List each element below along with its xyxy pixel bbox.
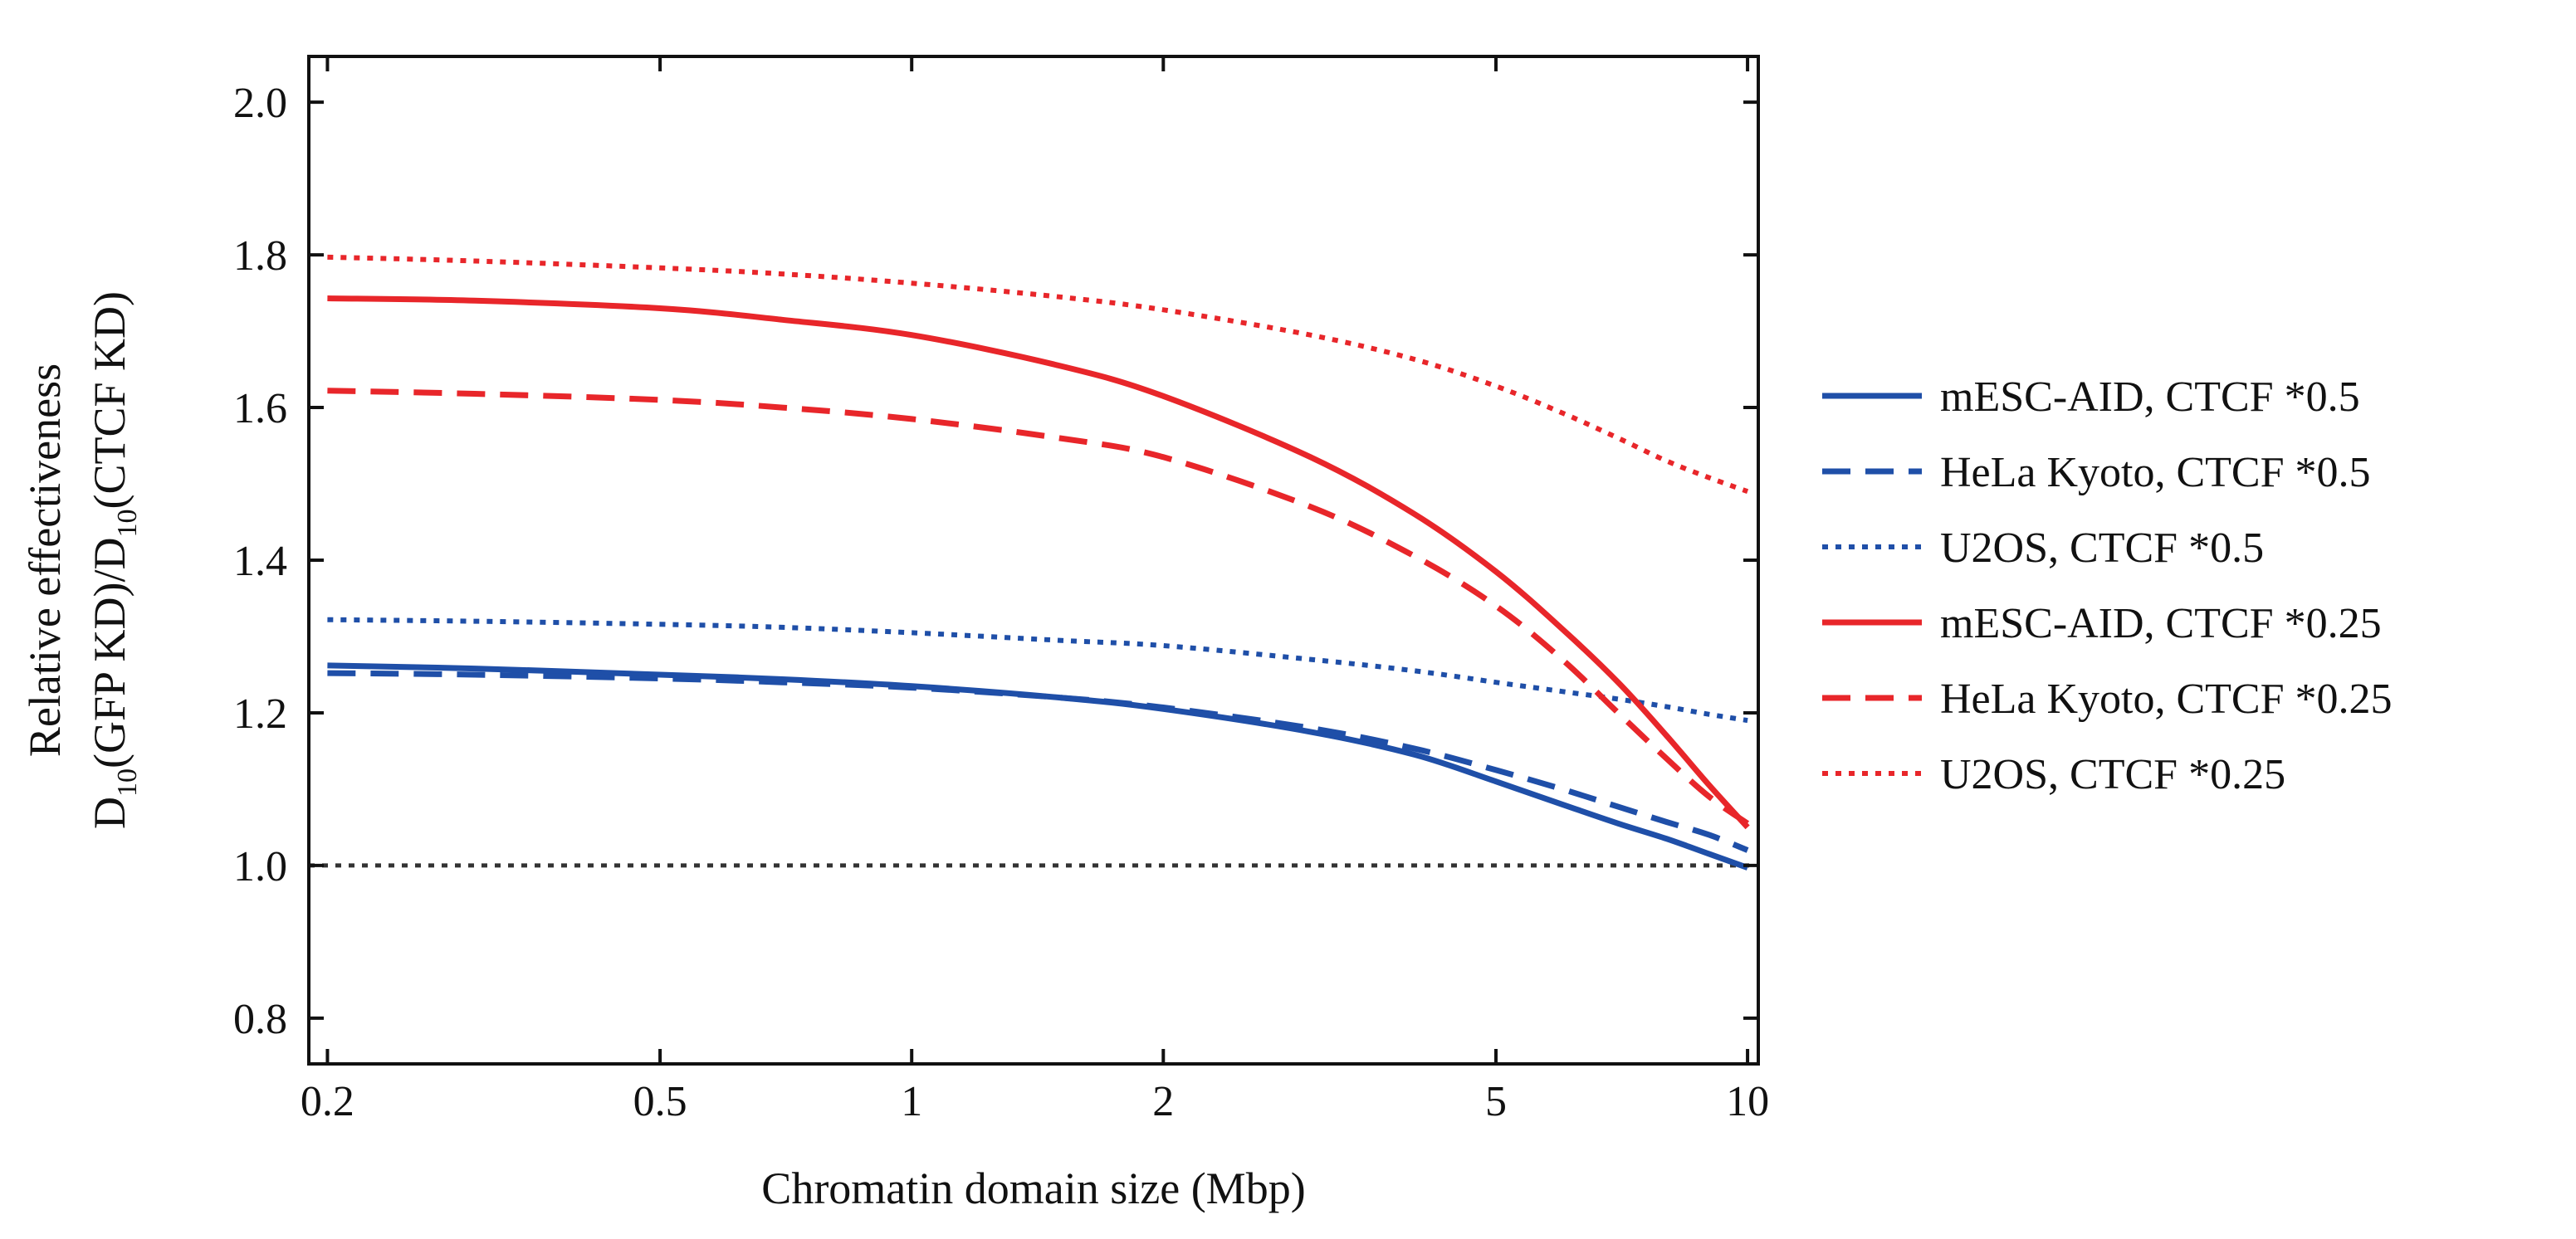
x-tick-label: 5 <box>1485 1078 1507 1125</box>
y-tick-label: 1.4 <box>233 538 287 585</box>
legend-label: U2OS, CTCF *0.5 <box>1940 524 2264 572</box>
series-line-4 <box>327 295 1750 830</box>
y-axis-label-line2: D10(GFP KD)/D10(CTCF KD) <box>85 291 143 829</box>
y-label-end: (CTCF KD) <box>85 291 134 510</box>
legend-entry-3: U2OS, CTCF *0.5 <box>1822 524 2264 572</box>
x-tick-label: 0.2 <box>301 1078 354 1125</box>
legend-entry-1: mESC-AID, CTCF *0.5 <box>1822 373 2360 421</box>
legend-label: U2OS, CTCF *0.25 <box>1940 751 2285 798</box>
legend: mESC-AID, CTCF *0.5 HeLa Kyoto, CTCF *0.5… <box>1822 373 2393 798</box>
series-line-5 <box>327 388 1750 827</box>
series-line-3 <box>327 617 1748 724</box>
series-line-2 <box>327 670 1749 853</box>
x-tick-label: 1 <box>901 1078 922 1125</box>
legend-entry-6: U2OS, CTCF *0.25 <box>1822 751 2285 798</box>
legend-entry-4: mESC-AID, CTCF *0.25 <box>1822 600 2382 647</box>
x-axis-label: Chromatin domain size (Mbp) <box>761 1163 1305 1213</box>
x-tick-label: 10 <box>1726 1078 1769 1125</box>
y-axis-label-line1: Relative effectiveness <box>20 363 70 757</box>
y-label-sub1: 10 <box>112 768 143 797</box>
legend-label: mESC-AID, CTCF *0.25 <box>1940 600 2382 647</box>
x-tick-label: 2 <box>1152 1078 1174 1125</box>
y-label-sub2: 10 <box>112 509 143 537</box>
y-tick-label: 2.0 <box>233 80 287 127</box>
y-tick-label: 1.8 <box>233 232 287 280</box>
y-label-d1: D <box>85 797 134 829</box>
series-layer <box>327 254 1750 871</box>
y-tick-label: 0.8 <box>233 996 287 1043</box>
legend-label: HeLa Kyoto, CTCF *0.5 <box>1940 449 2371 496</box>
plot-frame <box>307 55 1760 1066</box>
y-tick-label: 1.0 <box>233 843 287 890</box>
legend-label: HeLa Kyoto, CTCF *0.25 <box>1940 676 2393 723</box>
y-label-mid: (GFP KD)/D <box>85 537 134 768</box>
y-tick-label: 1.2 <box>233 690 287 738</box>
legend-entry-5: HeLa Kyoto, CTCF *0.25 <box>1822 676 2393 723</box>
axis-labels: Chromatin domain size (Mbp) Relative eff… <box>20 291 1306 1213</box>
ticks-layer: 0.2 0.5 1 2 5 10 0.8 1.0 1.2 1.4 1.6 1.8 2.0 <box>233 56 1769 1125</box>
x-tick-label: 0.5 <box>633 1078 687 1125</box>
legend-entry-2: HeLa Kyoto, CTCF *0.5 <box>1822 449 2371 496</box>
y-axis-label: Relative effectiveness D10(GFP KD)/D10(C… <box>20 291 143 829</box>
series-line-6 <box>327 254 1749 495</box>
legend-label: mESC-AID, CTCF *0.5 <box>1940 373 2360 421</box>
y-tick-label: 1.6 <box>233 385 287 432</box>
